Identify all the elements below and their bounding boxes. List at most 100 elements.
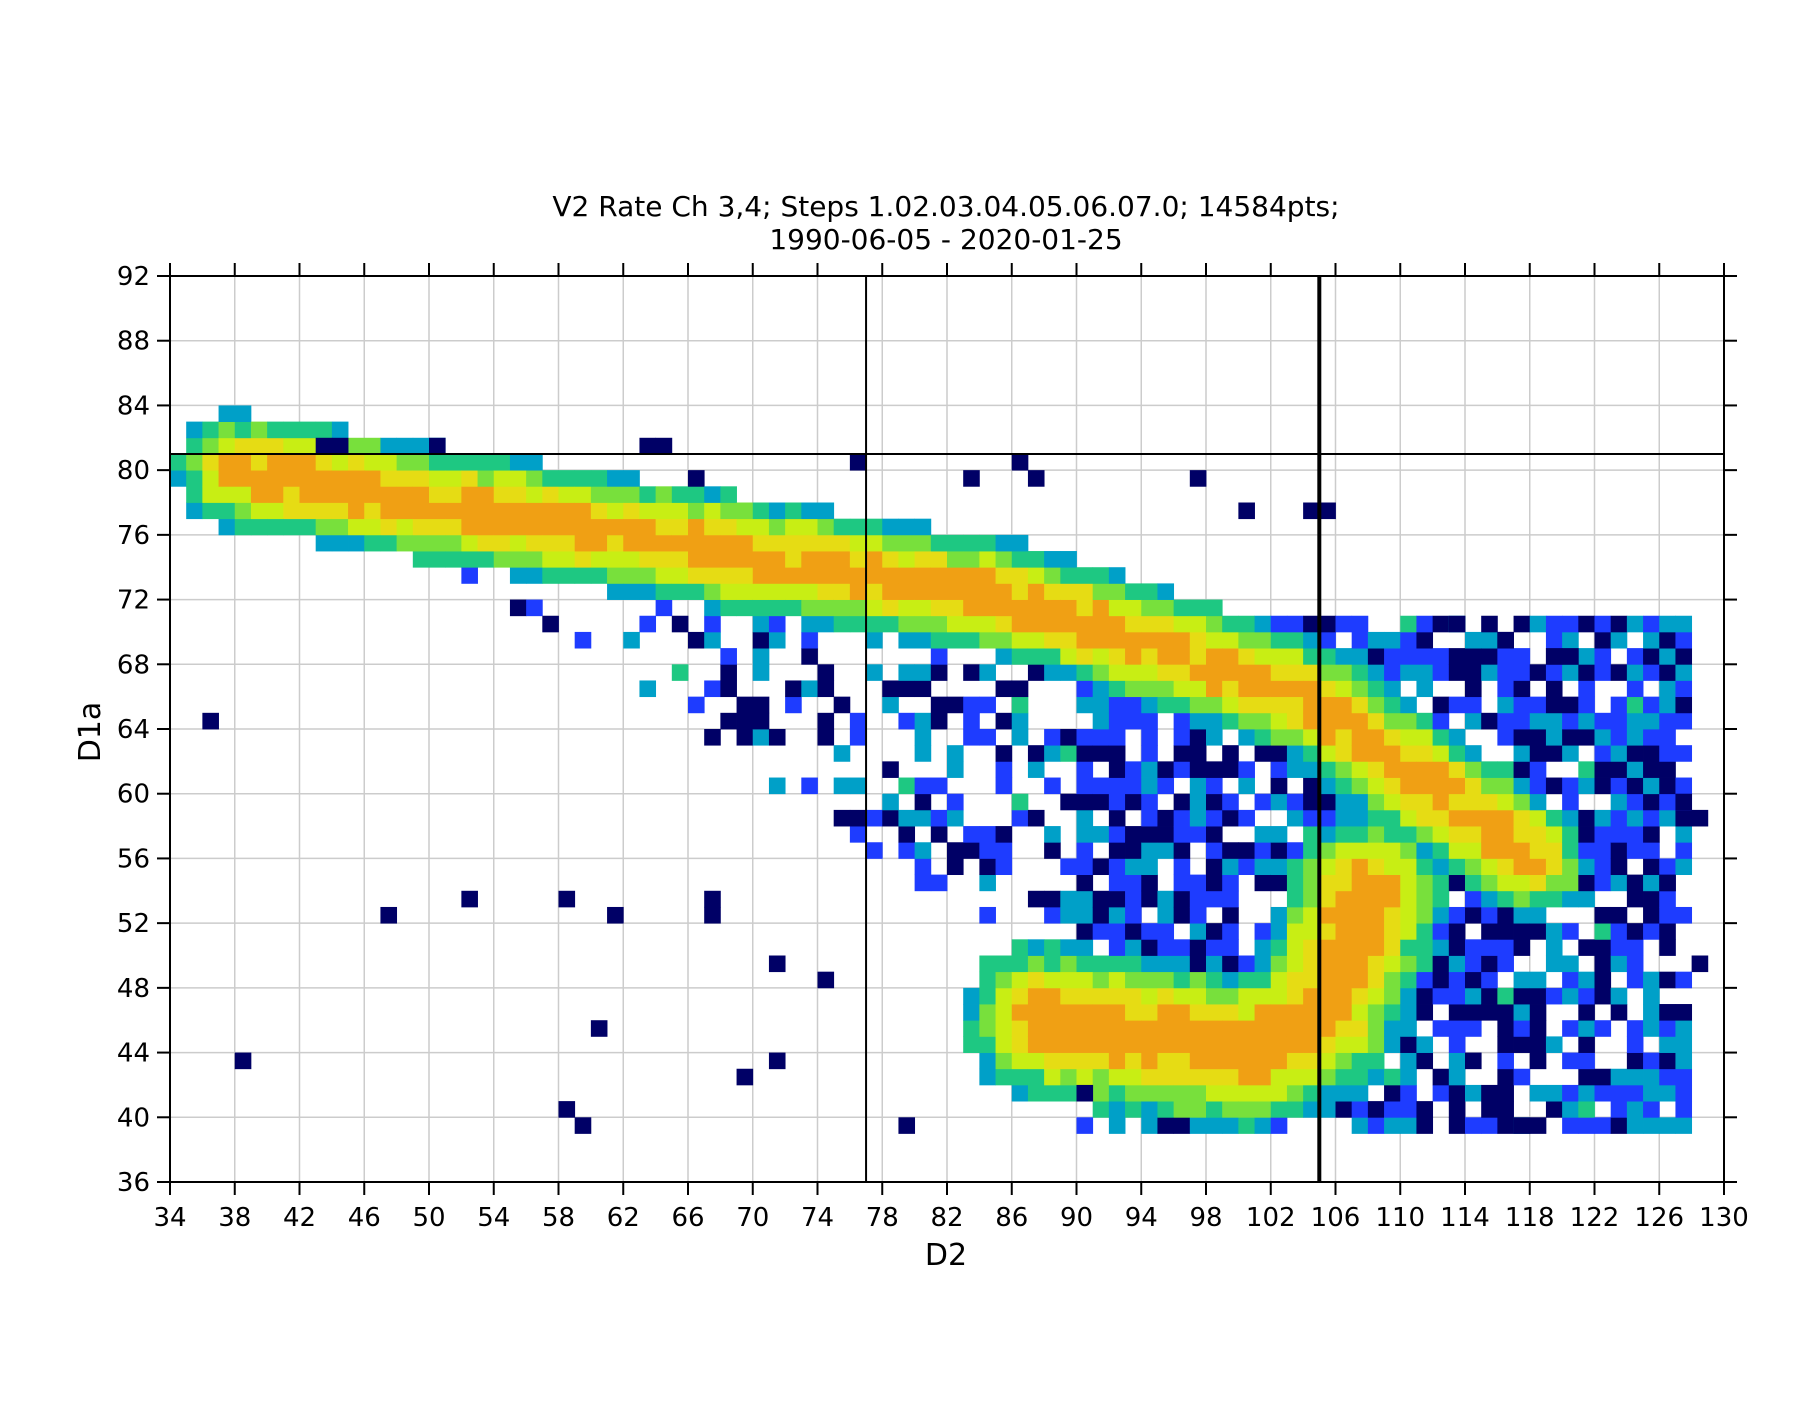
heatmap-cell <box>1157 890 1175 908</box>
heatmap-cell <box>1578 842 1595 859</box>
heatmap-cell <box>1044 631 1061 649</box>
heatmap-cell <box>1319 955 1336 973</box>
heatmap-cell <box>1529 1117 1547 1134</box>
heatmap-cell <box>1335 1101 1353 1118</box>
heatmap-cell <box>1254 874 1272 892</box>
heatmap-cell <box>607 906 624 924</box>
y-tick-label: 76 <box>117 521 150 551</box>
heatmap-cell <box>752 648 770 665</box>
heatmap-cell <box>1157 939 1175 956</box>
heatmap-cell <box>1367 971 1385 989</box>
heatmap-cell <box>930 599 948 617</box>
x-tick-label: 54 <box>477 1203 510 1233</box>
heatmap-cell <box>1400 615 1417 633</box>
heatmap-cell <box>1448 664 1466 681</box>
heatmap-cell <box>1011 534 1029 552</box>
heatmap-cell <box>1465 955 1482 973</box>
reference-lines <box>170 276 1724 1182</box>
heatmap-cell <box>1092 955 1110 973</box>
heatmap-cell <box>1529 745 1547 762</box>
heatmap-cell <box>1351 858 1369 876</box>
heatmap-cell <box>1432 1068 1450 1086</box>
heatmap-cell <box>1562 1052 1579 1070</box>
heatmap-cell <box>509 599 527 617</box>
heatmap-cell <box>898 631 916 649</box>
heatmap-cell <box>1092 1020 1110 1037</box>
heatmap-cell <box>995 971 1013 989</box>
heatmap-cell <box>1594 809 1612 827</box>
heatmap-cell <box>1027 470 1045 487</box>
heatmap-cell <box>1481 631 1498 649</box>
heatmap-cell <box>704 486 721 503</box>
heatmap-cell <box>526 551 543 568</box>
heatmap-cell <box>1092 890 1110 908</box>
heatmap-cell <box>1497 858 1514 876</box>
heatmap-cell <box>688 502 705 520</box>
heatmap-cell <box>186 486 203 503</box>
heatmap-cell <box>1319 1036 1336 1053</box>
heatmap-cell <box>1367 745 1385 762</box>
heatmap-cell <box>785 696 802 714</box>
heatmap-cell <box>849 712 867 730</box>
heatmap-cell <box>1367 1101 1385 1118</box>
heatmap-cell <box>768 518 786 536</box>
heatmap-cell <box>1027 599 1045 617</box>
heatmap-cell <box>1513 1020 1531 1037</box>
heatmap-cell <box>1626 664 1644 681</box>
heatmap-cell <box>1319 1101 1336 1118</box>
heatmap-cell <box>1238 1004 1255 1021</box>
heatmap-cell <box>930 712 948 730</box>
heatmap-cell <box>1303 987 1320 1005</box>
heatmap-cell <box>1610 777 1628 795</box>
heatmap-cell <box>1594 955 1612 973</box>
heatmap-cell <box>170 470 187 487</box>
heatmap-cell <box>1529 1036 1547 1053</box>
heatmap-cell <box>1367 761 1385 778</box>
heatmap-cell <box>914 551 932 568</box>
heatmap-cell <box>1319 793 1336 811</box>
heatmap-cell <box>250 502 268 520</box>
heatmap-cell <box>1173 971 1191 989</box>
heatmap-cell <box>914 809 932 827</box>
heatmap-cell <box>558 486 576 503</box>
heatmap-cell <box>1173 1052 1191 1070</box>
heatmap-cell <box>396 502 414 520</box>
heatmap-cell <box>1416 729 1434 746</box>
heatmap-cell <box>1319 939 1336 956</box>
heatmap-cell <box>1578 648 1595 665</box>
heatmap-cell <box>1562 696 1579 714</box>
heatmap-cell <box>1545 858 1563 876</box>
heatmap-cell <box>1076 809 1094 827</box>
heatmap-cell <box>1303 648 1320 665</box>
heatmap-cell <box>1578 858 1595 876</box>
heatmap-cell <box>1206 939 1223 956</box>
heatmap-cell <box>1125 1101 1142 1118</box>
heatmap-cell <box>1626 1101 1644 1118</box>
y-tick-label: 36 <box>117 1168 150 1198</box>
heatmap-cell <box>1513 696 1531 714</box>
x-tick-label: 106 <box>1311 1203 1361 1233</box>
heatmap-cell <box>445 551 462 568</box>
heatmap-cell <box>1513 971 1531 989</box>
heatmap-cell <box>1562 987 1579 1005</box>
heatmap-cell <box>1286 712 1304 730</box>
heatmap-cell <box>1626 615 1644 633</box>
heatmap-cell <box>1108 648 1126 665</box>
heatmap-cell <box>558 567 576 584</box>
heatmap-cell <box>1626 826 1644 843</box>
heatmap-cell <box>1076 777 1094 795</box>
heatmap-cell <box>542 567 559 584</box>
heatmap-cell <box>1222 1052 1239 1070</box>
heatmap-cell <box>1254 793 1272 811</box>
heatmap-cell <box>1125 874 1142 892</box>
heatmap-cell <box>1254 696 1272 714</box>
heatmap-cell <box>1562 1020 1579 1037</box>
heatmap-cell <box>1222 1068 1239 1086</box>
heatmap-cell <box>461 470 478 487</box>
heatmap-cell <box>542 486 559 503</box>
heatmap-cell <box>1335 793 1353 811</box>
heatmap-cell <box>1367 1036 1385 1053</box>
heatmap-cell <box>1011 971 1029 989</box>
heatmap-cell <box>1416 761 1434 778</box>
